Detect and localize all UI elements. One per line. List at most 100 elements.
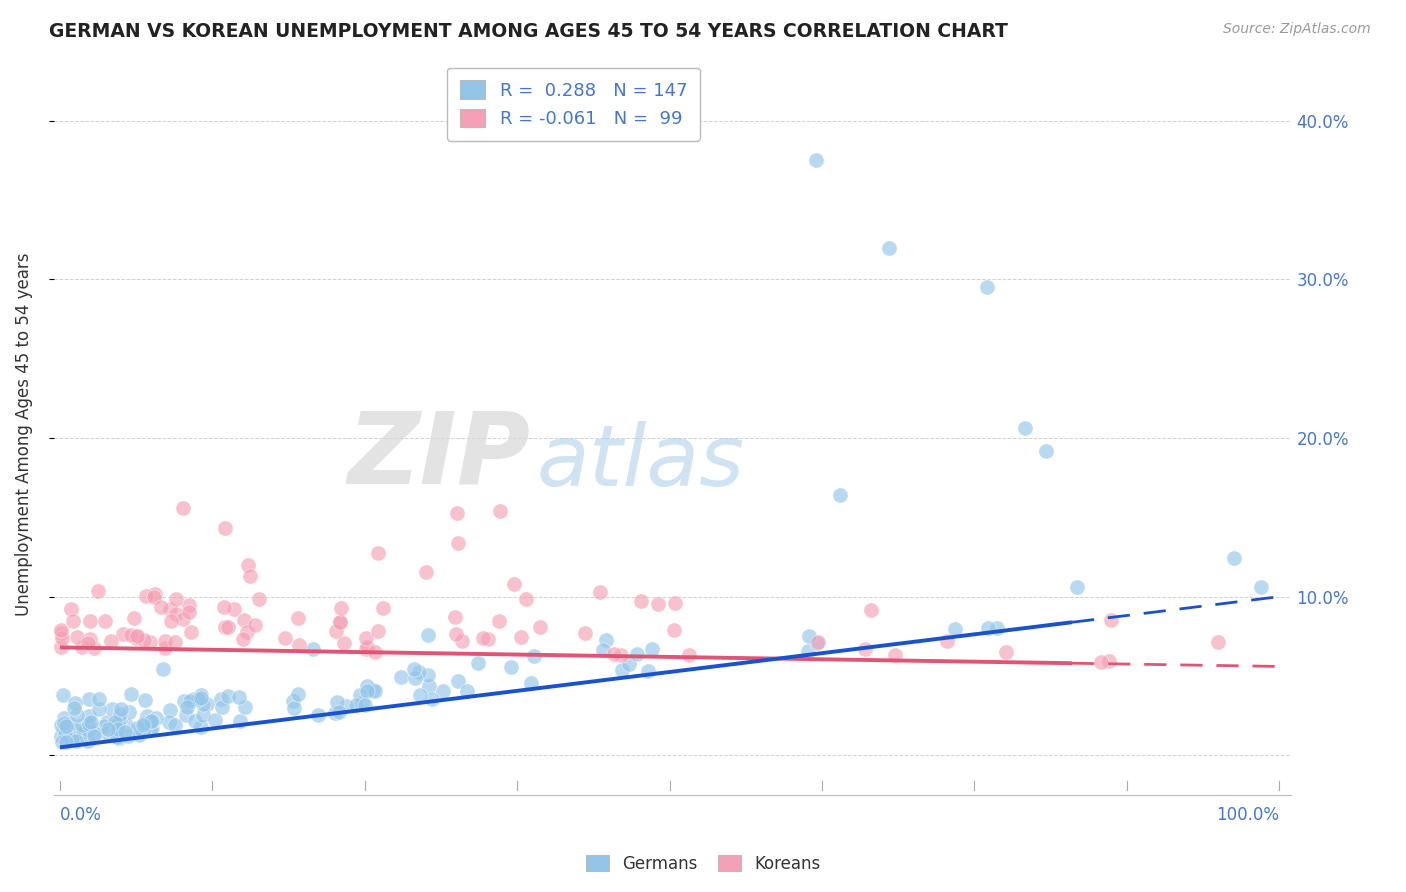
Point	[141, 714, 163, 728]
Point	[224, 602, 246, 616]
Point	[853, 642, 876, 657]
Point	[51, 631, 73, 645]
Point	[174, 707, 197, 722]
Point	[183, 714, 205, 729]
Point	[153, 633, 176, 648]
Point	[574, 626, 596, 640]
Point	[145, 711, 167, 725]
Point	[177, 605, 200, 619]
Point	[49, 623, 72, 637]
Text: 0.0%: 0.0%	[60, 806, 101, 824]
Point	[132, 718, 155, 732]
Point	[176, 700, 198, 714]
Point	[83, 729, 105, 743]
Point	[77, 717, 100, 731]
Point	[1206, 634, 1229, 648]
Point	[63, 700, 86, 714]
Point	[101, 701, 124, 715]
Point	[1099, 614, 1122, 628]
Point	[190, 720, 212, 734]
Point	[214, 620, 236, 634]
Point	[995, 645, 1018, 659]
Point	[432, 684, 454, 698]
Point	[139, 635, 162, 649]
Point	[66, 630, 89, 644]
Point	[1066, 580, 1088, 594]
Point	[641, 642, 664, 657]
Point	[53, 716, 76, 731]
Point	[335, 698, 357, 713]
Point	[120, 628, 142, 642]
Point	[529, 620, 551, 634]
Point	[72, 717, 94, 731]
Point	[233, 613, 256, 627]
Point	[179, 694, 201, 708]
Point	[107, 714, 129, 728]
Point	[444, 609, 467, 624]
Point	[804, 153, 827, 168]
Point	[49, 729, 72, 743]
Point	[1098, 654, 1121, 668]
Point	[796, 644, 818, 658]
Point	[132, 632, 155, 647]
Point	[65, 696, 87, 710]
Point	[141, 716, 163, 731]
Text: ZIP: ZIP	[347, 408, 530, 504]
Point	[236, 624, 259, 639]
Point	[89, 691, 111, 706]
Point	[141, 722, 163, 736]
Point	[209, 692, 232, 706]
Point	[96, 714, 118, 729]
Point	[1090, 655, 1112, 669]
Text: 100.0%: 100.0%	[1216, 806, 1279, 824]
Point	[118, 705, 141, 719]
Point	[115, 717, 138, 731]
Point	[141, 722, 163, 736]
Point	[408, 665, 430, 679]
Point	[371, 600, 394, 615]
Point	[344, 698, 367, 712]
Point	[114, 725, 136, 739]
Point	[214, 521, 236, 535]
Point	[143, 587, 166, 601]
Point	[662, 623, 685, 637]
Point	[134, 693, 156, 707]
Point	[333, 635, 356, 649]
Point	[523, 648, 546, 663]
Point	[603, 647, 626, 661]
Point	[447, 536, 470, 550]
Point	[328, 705, 350, 719]
Point	[589, 584, 612, 599]
Point	[100, 634, 122, 648]
Point	[132, 716, 155, 731]
Point	[356, 679, 378, 693]
Point	[204, 714, 226, 728]
Point	[59, 731, 82, 746]
Point	[859, 603, 882, 617]
Point	[59, 716, 82, 731]
Point	[107, 722, 129, 736]
Point	[152, 662, 174, 676]
Point	[361, 683, 384, 698]
Point	[976, 280, 998, 294]
Point	[108, 731, 131, 745]
Point	[349, 688, 371, 702]
Point	[172, 500, 194, 515]
Point	[415, 565, 437, 579]
Point	[59, 602, 82, 616]
Point	[352, 696, 374, 710]
Point	[190, 688, 212, 702]
Point	[112, 626, 135, 640]
Point	[125, 629, 148, 643]
Point	[128, 728, 150, 742]
Point	[76, 720, 98, 734]
Point	[364, 645, 387, 659]
Point	[499, 660, 522, 674]
Point	[404, 671, 426, 685]
Point	[107, 717, 129, 731]
Point	[127, 629, 149, 643]
Point	[806, 636, 828, 650]
Point	[1250, 580, 1272, 594]
Point	[159, 602, 181, 616]
Point	[73, 725, 96, 739]
